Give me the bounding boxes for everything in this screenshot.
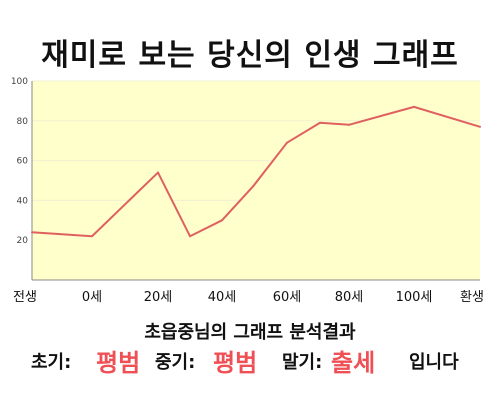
data-point-6: [286, 141, 288, 144]
y-tick-label: 60: [17, 157, 29, 167]
area-fill: [32, 106, 480, 281]
data-point-8: [348, 123, 350, 126]
late-label: 말기:: [282, 352, 323, 373]
y-tick-label: 40: [17, 196, 29, 206]
data-point-4: [221, 219, 223, 222]
x-tick-label: 0세: [82, 290, 102, 305]
x-tick-label: 환생: [460, 290, 484, 305]
y-tick-label: 20: [17, 236, 29, 246]
mid-value: 평범: [213, 349, 258, 377]
x-tick-label: 40세: [208, 290, 237, 305]
data-point-0: [31, 231, 33, 234]
data-point-1: [91, 235, 93, 238]
chart-title: 재미로 보는 당신의 인생 그래프: [41, 38, 459, 73]
x-tick-label: 60세: [273, 290, 302, 305]
x-tick-label: 100세: [396, 290, 433, 305]
data-point-5: [252, 185, 254, 188]
data-point-9: [413, 105, 415, 108]
suffix-text: 입니다: [409, 352, 459, 373]
data-point-2: [157, 171, 159, 174]
result-summary: 초기: 평범 중기: 평범 말기: 출세 입니다: [0, 346, 500, 386]
late-value: 출세: [331, 349, 376, 377]
result-heading: 초읍중님의 그래프 분석결과: [144, 322, 356, 343]
x-tick-label: 20세: [144, 290, 173, 305]
y-tick-label: 100: [11, 77, 28, 87]
early-label: 초기:: [31, 352, 72, 373]
mid-label: 중기:: [155, 352, 196, 373]
y-tick-label: 80: [17, 117, 29, 127]
data-point-3: [189, 235, 191, 238]
x-tick-label: 전생: [13, 290, 37, 305]
x-tick-label: 80세: [335, 290, 364, 305]
x-tick-labels: 전생 0세 20세 40세 60세 80세 100세 환생: [13, 290, 484, 305]
early-value: 평범: [96, 349, 141, 377]
data-point-7: [319, 121, 321, 124]
data-point-10: [479, 125, 481, 128]
y-tick-labels: 20 40 60 80 100: [11, 77, 28, 246]
